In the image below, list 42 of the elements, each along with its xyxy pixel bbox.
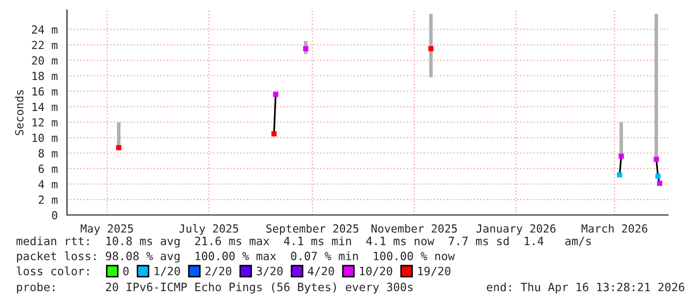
legend-title: loss color: xyxy=(16,266,89,276)
x-tick-label: September 2025 xyxy=(266,224,358,235)
y-tick-label: 22 m xyxy=(32,40,58,50)
legend-label: 0 xyxy=(123,266,129,276)
legend-label: 10/20 xyxy=(360,266,392,276)
point xyxy=(273,92,278,97)
point xyxy=(655,174,661,179)
point xyxy=(116,145,122,150)
x-tick-label: January 2026 xyxy=(476,224,556,235)
legend-label: 2/20 xyxy=(205,266,232,276)
point xyxy=(428,46,434,52)
y-tick-label: 0 xyxy=(52,211,58,220)
point xyxy=(654,156,659,162)
point xyxy=(303,46,308,52)
legend-label: 1/20 xyxy=(154,266,180,276)
legend-label: 3/20 xyxy=(256,266,283,276)
x-tick-label: May 2025 xyxy=(80,224,133,235)
y-tick-label: 12 m xyxy=(32,118,58,126)
legend-label: 4/20 xyxy=(308,266,334,276)
y-tick-label: 18 m xyxy=(32,72,58,80)
x-tick-label: July 2025 xyxy=(179,224,238,235)
x-tick-label: March 2026 xyxy=(582,224,648,233)
y-tick-label: 6 m xyxy=(38,164,58,173)
y-tick-label: 8 m xyxy=(38,149,58,158)
text: median rtt: 10.8 ms avg 21.6 ms max 4.1 ms min 4.1 ms now 7.7 ms sd 1.4 am/s xyxy=(16,236,591,248)
x-tick-label: November 2025 xyxy=(372,224,457,233)
y-axis-title: Seconds xyxy=(14,90,24,136)
y-tick-label: 4 m xyxy=(38,180,58,188)
y-tick-label: 20 m xyxy=(32,56,58,65)
text: probe: 20 IPv6-ICMP Echo Pings (56 Bytes) every 300s xyxy=(17,282,413,294)
y-tick-label: 24 m xyxy=(32,25,58,34)
y-tick-label: 2 m xyxy=(38,196,58,204)
point xyxy=(657,180,662,186)
y-tick-label: 16 m xyxy=(32,87,58,96)
y-tick-label: 10 m xyxy=(32,134,58,142)
point xyxy=(618,154,624,159)
legend-label: 19/20 xyxy=(418,266,450,276)
point xyxy=(271,131,277,136)
y-tick-label: 14 m xyxy=(32,102,58,111)
text: end: Thu Apr 16 13:28:21 2026 xyxy=(486,282,684,294)
point xyxy=(616,172,622,178)
text: packet loss: 98.08 % avg 100.00 % max 0.07 % min 100.00 % now xyxy=(17,251,455,263)
